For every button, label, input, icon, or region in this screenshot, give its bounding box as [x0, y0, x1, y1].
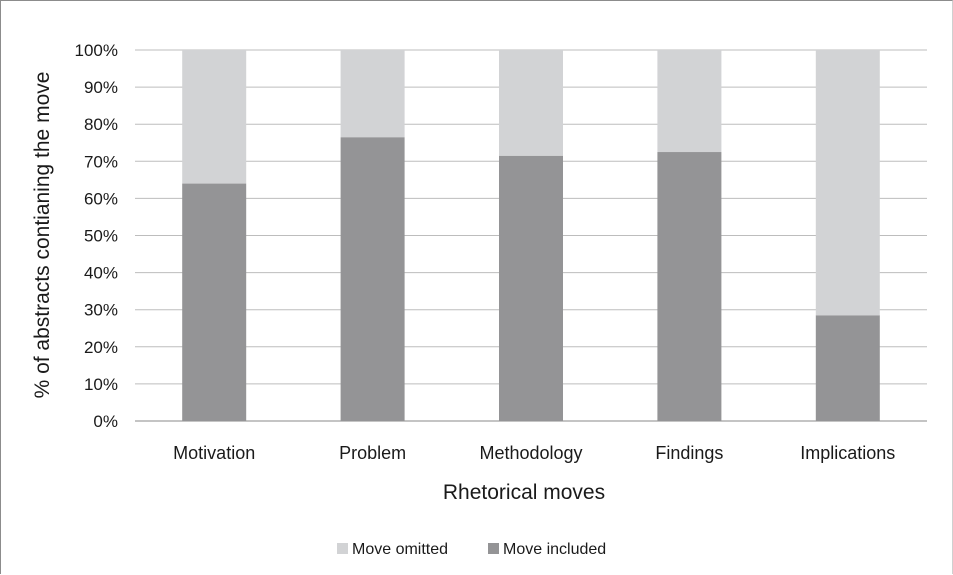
x-category-label: Problem [339, 443, 406, 463]
y-tick-label: 0% [93, 412, 118, 431]
y-tick-label: 30% [84, 301, 118, 320]
y-tick-label: 10% [84, 375, 118, 394]
y-tick-label: 80% [84, 115, 118, 134]
y-tick-label: 60% [84, 189, 118, 208]
x-category-label: Findings [655, 443, 723, 463]
y-axis-title: % of abstracts contianing the move [31, 72, 54, 399]
legend-label: Move included [503, 541, 606, 558]
y-tick-label: 100% [75, 41, 118, 60]
y-tick-label: 20% [84, 338, 118, 357]
y-tick-label: 40% [84, 264, 118, 283]
bar-move-omitted [815, 50, 880, 316]
bar-move-included [657, 152, 722, 421]
bar-move-included [815, 315, 880, 421]
legend: Move omitted Move included [337, 541, 606, 558]
bar-move-omitted [340, 50, 405, 138]
bar-move-included [499, 155, 563, 422]
legend-label: Move omitted [352, 541, 448, 558]
y-tick-label: 50% [84, 227, 118, 246]
bar-move-omitted [499, 50, 563, 156]
y-tick-label: 70% [84, 152, 118, 171]
x-category-label: Motivation [173, 443, 255, 463]
x-category-label: Implications [800, 443, 895, 463]
x-category-label: Methodology [479, 443, 582, 463]
bar-move-included [182, 183, 247, 421]
x-axis-title: Rhetorical moves [443, 481, 605, 504]
y-axis-ticks: 0% 10% 20% 30% 40% 50% 60% 70% 80% 90% 100% [75, 41, 118, 431]
x-axis-categories: Motivation Problem Methodology Findings Impl… [173, 443, 895, 463]
bar-move-included [340, 137, 405, 421]
y-tick-label: 90% [84, 78, 118, 97]
bar-move-omitted [657, 50, 722, 153]
legend-swatch [488, 543, 499, 554]
bar-move-omitted [182, 50, 247, 184]
legend-swatch [337, 543, 348, 554]
bars [182, 50, 880, 422]
